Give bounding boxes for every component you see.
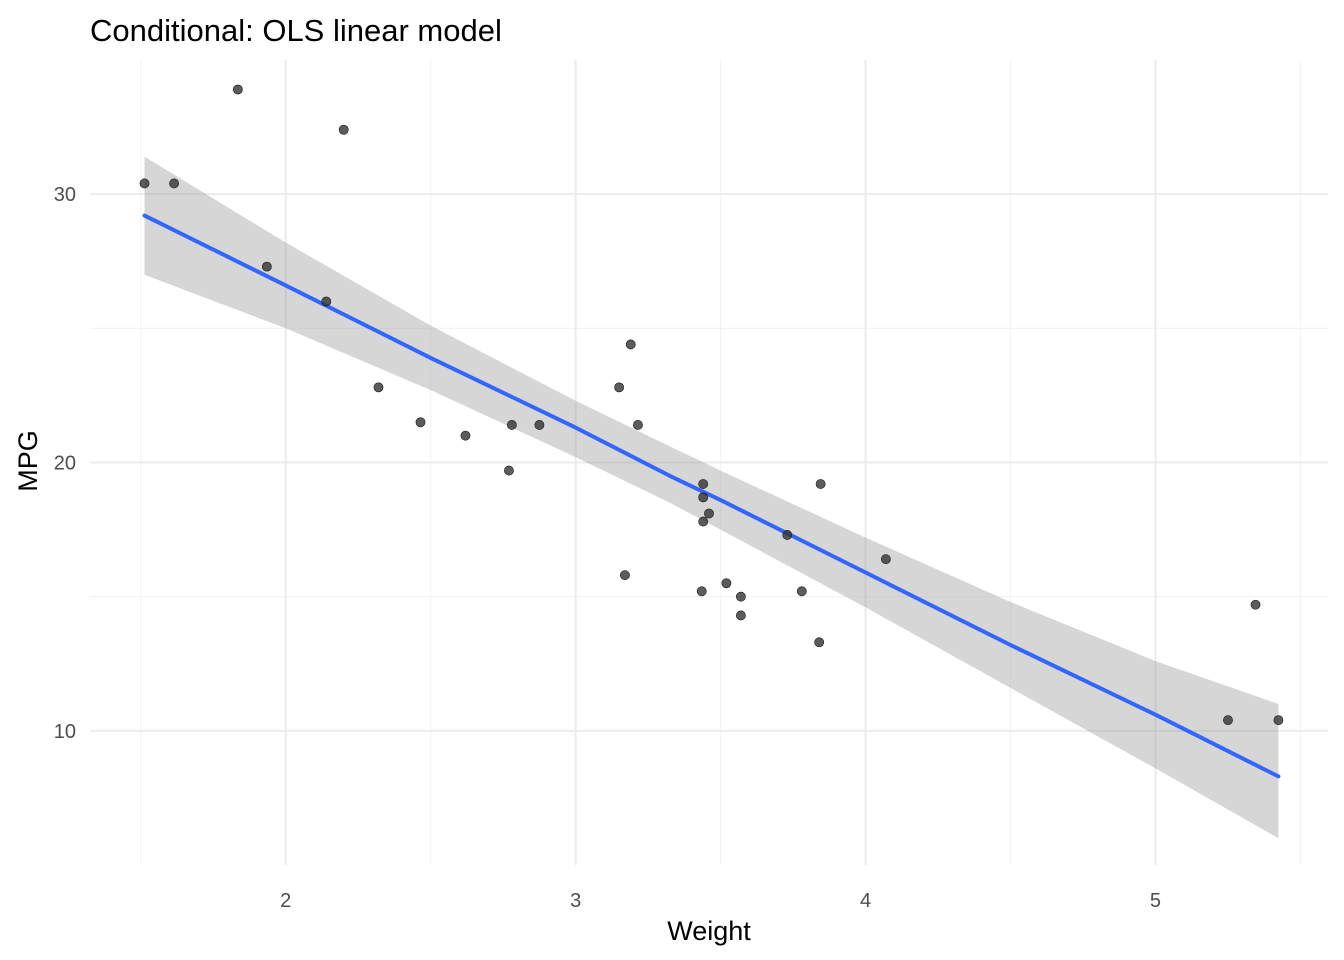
data-point (1273, 715, 1284, 725)
data-point (1223, 715, 1233, 725)
data-point (815, 479, 826, 489)
chart-title: Conditional: OLS linear model (90, 13, 502, 48)
data-point (261, 261, 272, 272)
data-point (735, 591, 746, 602)
data-point (338, 124, 349, 135)
data-point (321, 296, 332, 307)
data-point (814, 637, 825, 648)
x-tick-label: 5 (1150, 890, 1161, 912)
grid (90, 60, 1328, 865)
data-point (139, 178, 150, 189)
data-point (415, 417, 426, 428)
data-point (696, 586, 707, 597)
y-axis-title: MPG (13, 430, 43, 492)
data-point (614, 382, 625, 393)
data-point (373, 382, 384, 393)
data-point (633, 420, 643, 430)
data-point (782, 530, 793, 540)
data-point (735, 610, 746, 621)
x-axis-ticks: 2 3 4 5 (280, 890, 1161, 912)
x-axis-title: Weight (667, 916, 751, 946)
data-point (1250, 599, 1261, 610)
y-tick-label: 10 (54, 721, 76, 743)
data-point (721, 578, 732, 589)
data-point (880, 554, 891, 564)
y-axis-ticks: 10 20 30 (54, 184, 76, 743)
x-tick-label: 3 (570, 890, 581, 912)
regression-line (142, 213, 1281, 779)
data-point (534, 420, 545, 430)
data-point (169, 178, 179, 189)
data-point (698, 492, 709, 503)
y-tick-label: 20 (54, 453, 76, 475)
data-point (625, 339, 636, 350)
data-point (698, 479, 709, 489)
data-point (704, 508, 714, 519)
x-tick-label: 4 (860, 890, 871, 912)
y-tick-label: 30 (54, 184, 76, 206)
fit-line (142, 213, 1281, 779)
data-point (232, 84, 243, 95)
x-tick-label: 2 (280, 890, 291, 912)
data-point (620, 570, 630, 581)
data-point (796, 586, 807, 597)
data-point (460, 430, 471, 441)
data-point (698, 516, 709, 527)
data-point (506, 420, 517, 430)
data-point (504, 465, 514, 476)
data-points (139, 84, 1284, 725)
